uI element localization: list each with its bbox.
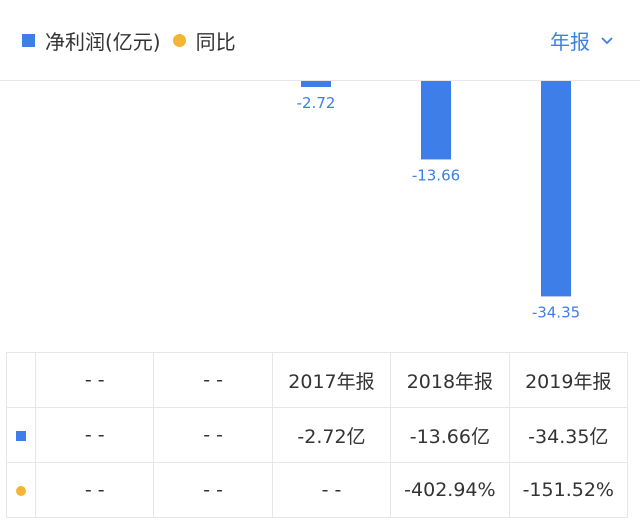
net-profit-chart: -2.72 -13.66 -34.35: [0, 81, 640, 350]
table-cell: -34.35亿: [509, 408, 627, 463]
net-profit-bar-label: -34.35: [532, 303, 580, 321]
chart-header: 净利润(亿元) 同比 年报: [0, 0, 640, 81]
net-profit-bar-label: -13.66: [412, 166, 460, 184]
data-table: - - - - 2017年报 2018年报 2019年报 - - - - -2.…: [6, 352, 628, 518]
legend-net-profit-label: 净利润(亿元): [45, 26, 161, 55]
table-row-marker: [7, 408, 36, 463]
table-header-cell: [7, 353, 36, 408]
table-header-row: - - - - 2017年报 2018年报 2019年报: [7, 353, 628, 408]
table-row-yoy: - - - - - - -402.94% -151.52%: [7, 463, 628, 518]
period-selector-label: 年报: [550, 26, 590, 55]
chevron-down-icon: [600, 36, 614, 46]
legend: 净利润(亿元) 同比: [22, 26, 236, 55]
net-profit-bar: [301, 81, 331, 87]
net-profit-legend-square-icon: [22, 34, 35, 47]
table-cell: - -: [154, 408, 272, 463]
table-cell: -2.72亿: [272, 408, 390, 463]
net-profit-bar-label: -2.72: [297, 94, 336, 112]
table-header-cell: 2017年报: [272, 353, 390, 408]
table-cell: - -: [154, 463, 272, 518]
yoy-dot-icon: [16, 486, 26, 496]
table-row-marker: [7, 463, 36, 518]
net-profit-bar: [421, 81, 451, 159]
table-cell: -151.52%: [509, 463, 627, 518]
table-cell: -402.94%: [391, 463, 509, 518]
table-header-cell: - -: [36, 353, 154, 408]
table-header-cell: - -: [154, 353, 272, 408]
table-cell: - -: [272, 463, 390, 518]
table-header-cell: 2018年报: [391, 353, 509, 408]
table-header-cell: 2019年报: [509, 353, 627, 408]
legend-yoy-label: 同比: [196, 26, 236, 55]
period-selector[interactable]: 年报: [550, 26, 614, 55]
table-cell: -13.66亿: [391, 408, 509, 463]
net-profit-square-icon: [16, 431, 26, 441]
table-cell: - -: [36, 408, 154, 463]
table-cell: - -: [36, 463, 154, 518]
yoy-legend-dot-icon: [173, 34, 186, 47]
net-profit-bar: [541, 81, 571, 296]
table-row-net-profit: - - - - -2.72亿 -13.66亿 -34.35亿: [7, 408, 628, 463]
